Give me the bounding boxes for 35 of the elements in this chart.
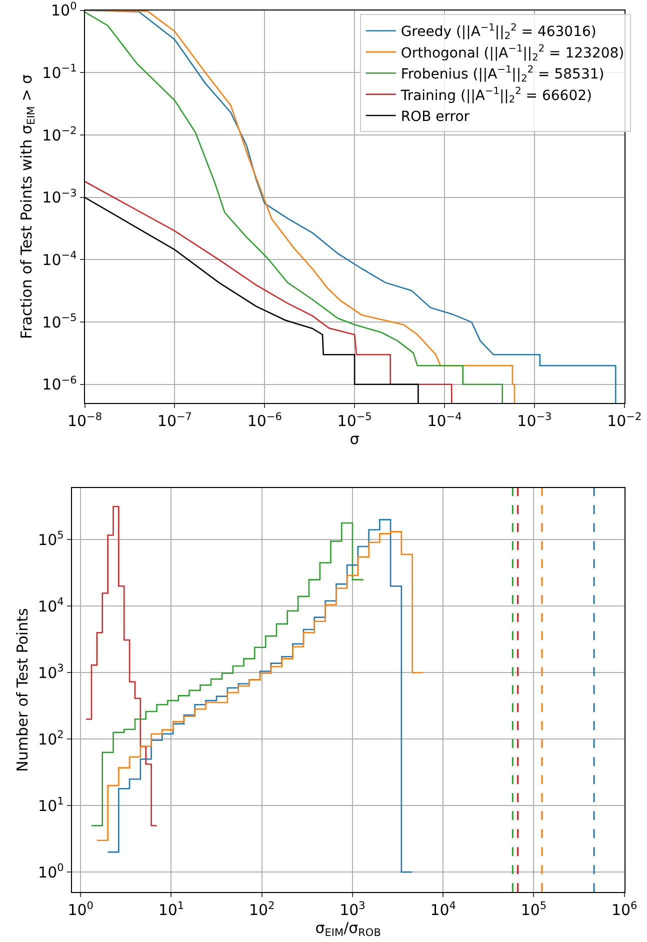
y-tick-label: 10$^{−1}$ — [42, 62, 77, 82]
x-tick-label: 10$^{−6}$ — [247, 410, 282, 430]
x-tick-label: 10$^{−5}$ — [337, 410, 372, 430]
legend-label: Greedy (||A$^{−1}$||$_{2}$$^{2}$ = 463016) — [400, 22, 596, 42]
x-tick-label: 10$^{−2}$ — [607, 410, 642, 430]
x-tick-label: 10$^{0}$ — [68, 900, 94, 920]
y-tick-label: 10$^{1}$ — [38, 796, 64, 815]
y-tick-label: 10$^{−5}$ — [42, 312, 77, 332]
y-tick-label: 10$^{5}$ — [38, 530, 64, 549]
x-tick-label: 10$^{5}$ — [520, 900, 547, 920]
x-tick-label: 10$^{−4}$ — [427, 410, 462, 430]
y-tick-label: 10$^{−6}$ — [42, 374, 78, 394]
x-tick-label: 10$^{2}$ — [248, 900, 275, 920]
y-tick-label: 10$^{3}$ — [38, 662, 64, 682]
y-tick-label: 10$^{2}$ — [38, 729, 64, 748]
x-tick-label: 10$^{4}$ — [430, 900, 456, 920]
y-tick-label: 10$^{0}$ — [38, 862, 64, 882]
legend-label: Frobenius (||A$^{−1}$||$_{2}$$^{2}$ = 58531) — [400, 64, 604, 85]
y-tick-label: 10$^{−3}$ — [42, 187, 77, 207]
y-tick-label: 10$^{−2}$ — [42, 124, 77, 144]
x-tick-label: 10$^{−8}$ — [67, 410, 102, 430]
x-tick-label: 10$^{6}$ — [611, 900, 638, 920]
x-tick-label: 10$^{−3}$ — [517, 410, 552, 430]
y-axis-title: Number of Test Points — [13, 608, 32, 772]
x-axis-title: σ — [350, 430, 360, 448]
y-tick-label: 10$^{−4}$ — [42, 250, 78, 269]
x-tick-label: 10$^{1}$ — [158, 900, 184, 920]
x-axis-title: σ$_{EIM}$/σ$_{ROB}$ — [315, 919, 381, 940]
x-tick-label: 10$^{3}$ — [340, 900, 366, 920]
y-tick-label: 10$^{0}$ — [50, 0, 77, 20]
y-tick-label: 10$^{4}$ — [38, 596, 64, 616]
x-tick-label: 10$^{−7}$ — [157, 410, 192, 430]
legend-label: ROB error — [400, 108, 470, 125]
legend-label: Training (||A$^{−1}$||$_{2}$$^{2}$ = 66602) — [400, 86, 592, 106]
legend-label: Orthogonal (||A$^{−1}$||$_{2}$$^{2}$ = 123208) — [400, 44, 624, 64]
